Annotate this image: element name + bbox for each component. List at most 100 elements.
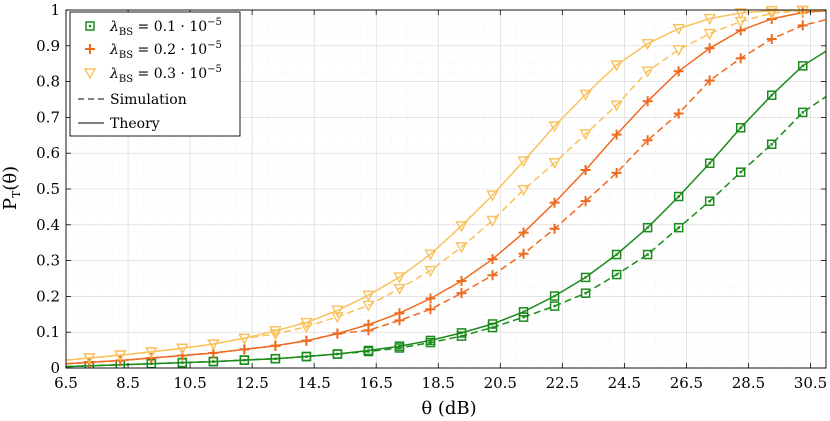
theory-point [765,6,778,18]
simulation-point [456,331,467,341]
square-marker-dot [708,162,711,165]
x-axis-label: θ (dB) [421,398,476,419]
square-marker-dot [212,360,215,363]
square-marker-dot [88,24,92,28]
simulation-point [331,312,344,324]
theory-point [425,293,436,304]
simulation-point [704,75,715,86]
square-marker-outline [704,196,715,206]
square-marker-outline [797,107,808,118]
simulation-point [363,325,374,336]
simulation-point [300,322,313,334]
simulation-point [611,269,622,280]
square-marker-outline [673,191,684,202]
simulation-point [611,167,622,178]
x-tick-label: 24.5 [608,374,641,392]
simulation-point [766,139,777,149]
theory-point [517,156,530,168]
theory-point [610,60,623,72]
square-marker-dot [646,253,649,256]
theory-point [704,43,715,54]
theory-point [673,191,684,202]
square-marker-outline [642,249,653,260]
theory-point [331,305,344,317]
theory-point [455,221,468,233]
square-marker-outline [332,349,343,359]
square-marker-outline [704,158,715,168]
simulation-point [641,66,654,78]
square-marker-dot [584,276,587,279]
simulation-point [672,45,685,57]
square-marker-dot [460,331,463,335]
x-tick-label: 18.5 [422,374,455,392]
square-marker-outline [239,355,250,365]
simulation-point [797,20,808,31]
square-marker-dot [801,64,804,68]
simulation-point [145,347,158,359]
square-marker-dot [615,273,618,276]
theory-point [641,38,654,51]
simulation-point [425,304,436,315]
simulation-point [487,270,498,281]
legend-marker-2 [85,44,95,54]
square-marker-outline [766,139,777,149]
theory-line [66,9,826,365]
simulation-point [765,8,778,20]
simulation-point [486,215,499,227]
square-marker-outline [580,288,591,298]
square-marker-dot [429,339,432,342]
square-marker-outline [487,322,498,333]
x-tick-label: 30.5 [794,374,827,392]
simulation-point [425,337,436,348]
y-tick-label: 0.6 [36,144,60,162]
theory-point [672,23,685,36]
simulation-point [704,196,715,206]
simulation-point [797,107,808,118]
theory-point [549,197,560,208]
square-marker-outline [735,167,746,177]
theory-point [735,123,746,133]
simulation-point [239,355,250,365]
square-marker-dot [522,310,525,313]
square-marker-outline [518,307,529,317]
theory-point [487,254,498,265]
square-marker-outline [518,312,529,322]
simulation-point [610,100,623,112]
square-marker-dot [646,226,649,229]
y-tick-label: 0.5 [36,180,60,198]
simulation-point [548,158,561,170]
legend-box [69,11,241,137]
simulation-point [735,167,746,177]
simulation-point [83,353,96,365]
simulation-point [673,222,684,233]
y-tick-label: 0.9 [36,37,60,55]
x-tick-label: 14.5 [297,374,330,392]
simulation-point [642,249,653,260]
square-marker-outline [301,351,312,362]
simulation-point [270,353,281,364]
square-marker-dot [243,358,246,362]
square-marker-outline [549,291,560,301]
square-marker-dot [336,352,339,356]
x-tick-label: 28.5 [732,374,765,392]
simulation-point [176,343,189,355]
legend-label-1: λBS = 0.1 · 10−5 [109,17,222,38]
theory-point [580,272,591,283]
theory-line [66,50,826,368]
y-tick-label: 0.3 [36,252,60,270]
simulation-point [363,346,374,357]
simulation-point [301,351,312,362]
square-marker-dot [677,226,680,229]
simulation-point [518,312,529,322]
theory-point [797,61,808,71]
simulation-point [549,301,560,311]
square-marker-outline [735,123,746,133]
x-tick-label: 22.5 [546,374,579,392]
simulation-point [332,349,343,359]
y-tick-label: 1 [50,1,60,19]
simulation-point [456,288,467,299]
legend-simulation-label: Simulation [110,92,187,108]
y-axis-label: PT(θ) [0,166,23,210]
